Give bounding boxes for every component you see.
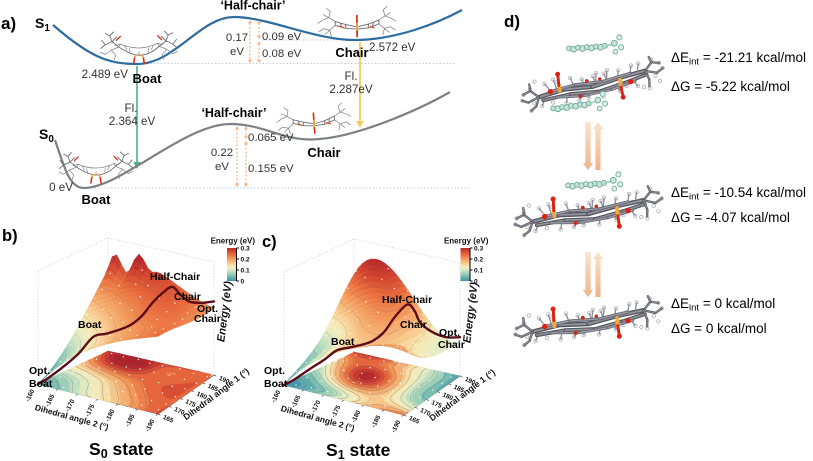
svg-text:170: 170 <box>173 406 186 417</box>
svg-text:Opt.: Opt. <box>264 365 285 377</box>
svg-text:190: 190 <box>218 375 231 386</box>
svg-text:Boat: Boat <box>82 192 112 207</box>
svg-text:0: 0 <box>474 278 478 285</box>
svg-text:0 eV: 0 eV <box>49 181 73 194</box>
svg-text:Chair: Chair <box>400 319 427 331</box>
svg-text:190: 190 <box>464 376 477 387</box>
svg-text:Half-Chair: Half-Chair <box>150 271 200 283</box>
svg-text:‘Half-chair’: ‘Half-chair’ <box>201 106 266 120</box>
svg-text:ΔEint = 0 kcal/mol: ΔEint = 0 kcal/mol <box>671 296 775 314</box>
svg-text:ΔEint = -10.54 kcal/mol: ΔEint = -10.54 kcal/mol <box>671 185 806 203</box>
svg-text:0.155 eV: 0.155 eV <box>248 163 294 175</box>
svg-text:0.22: 0.22 <box>211 147 233 159</box>
svg-text:2.287eV: 2.287eV <box>329 83 372 96</box>
svg-text:Chair: Chair <box>194 313 221 325</box>
svg-text:c): c) <box>262 233 277 251</box>
svg-text:0.065 eV: 0.065 eV <box>248 132 294 144</box>
svg-text:165: 165 <box>162 414 175 425</box>
svg-text:Boat: Boat <box>133 71 163 86</box>
svg-text:ΔG = -5.22 kcal/mol: ΔG = -5.22 kcal/mol <box>671 79 790 94</box>
svg-text:0.3: 0.3 <box>474 245 483 252</box>
svg-text:0.1: 0.1 <box>241 267 250 274</box>
svg-text:0: 0 <box>241 278 245 285</box>
svg-text:ΔEint = -21.21 kcal/mol: ΔEint = -21.21 kcal/mol <box>671 50 806 68</box>
svg-text:Boat: Boat <box>29 378 53 390</box>
svg-text:180: 180 <box>441 392 454 403</box>
svg-text:Boat: Boat <box>78 319 102 331</box>
svg-text:Opt.: Opt. <box>439 327 460 339</box>
svg-text:0.2: 0.2 <box>241 256 250 263</box>
svg-text:S0 state: S0 state <box>89 439 154 461</box>
svg-text:a): a) <box>1 14 16 33</box>
svg-text:2.364 eV: 2.364 eV <box>109 115 156 128</box>
svg-text:Fl.: Fl. <box>125 102 138 115</box>
svg-text:0.2: 0.2 <box>474 256 483 263</box>
svg-text:Boat: Boat <box>331 336 355 348</box>
svg-text:‘Half-chair’: ‘Half-chair’ <box>220 0 285 13</box>
svg-text:185: 185 <box>452 384 465 395</box>
svg-text:0.08 eV: 0.08 eV <box>262 48 302 60</box>
svg-text:Fl.: Fl. <box>345 70 358 83</box>
svg-text:180: 180 <box>195 391 208 402</box>
svg-text:Chair: Chair <box>438 339 465 351</box>
svg-text:Chair: Chair <box>307 145 340 160</box>
svg-text:2.572 eV: 2.572 eV <box>369 41 416 54</box>
svg-text:b): b) <box>2 227 18 245</box>
svg-text:ΔG = -4.07 kcal/mol: ΔG = -4.07 kcal/mol <box>671 210 790 225</box>
svg-text:eV: eV <box>230 46 244 58</box>
svg-text:0.17: 0.17 <box>226 32 248 44</box>
svg-text:0.09 eV: 0.09 eV <box>262 31 302 43</box>
svg-text:170: 170 <box>419 407 432 418</box>
svg-text:ΔG = 0 kcal/mol: ΔG = 0 kcal/mol <box>671 321 767 336</box>
svg-text:0.1: 0.1 <box>474 267 483 274</box>
svg-text:0.3: 0.3 <box>241 245 250 252</box>
svg-text:2.489 eV: 2.489 eV <box>82 68 129 81</box>
svg-text:Opt.: Opt. <box>29 365 50 377</box>
svg-text:Opt.: Opt. <box>197 303 218 315</box>
svg-text:S1 state: S1 state <box>326 440 391 461</box>
svg-text:175: 175 <box>430 399 443 410</box>
svg-text:165: 165 <box>408 415 421 426</box>
svg-text:Chair: Chair <box>174 291 201 303</box>
svg-text:185: 185 <box>206 383 219 394</box>
svg-text:Chair: Chair <box>335 45 368 60</box>
svg-text:175: 175 <box>184 398 197 409</box>
svg-text:eV: eV <box>215 161 229 173</box>
svg-text:Half-Chair: Half-Chair <box>382 294 432 306</box>
svg-text:d): d) <box>504 12 520 31</box>
svg-text:Boat: Boat <box>264 378 288 390</box>
svg-text:Energy (eV): Energy (eV) <box>211 237 256 246</box>
svg-text:Energy (eV): Energy (eV) <box>444 237 489 246</box>
